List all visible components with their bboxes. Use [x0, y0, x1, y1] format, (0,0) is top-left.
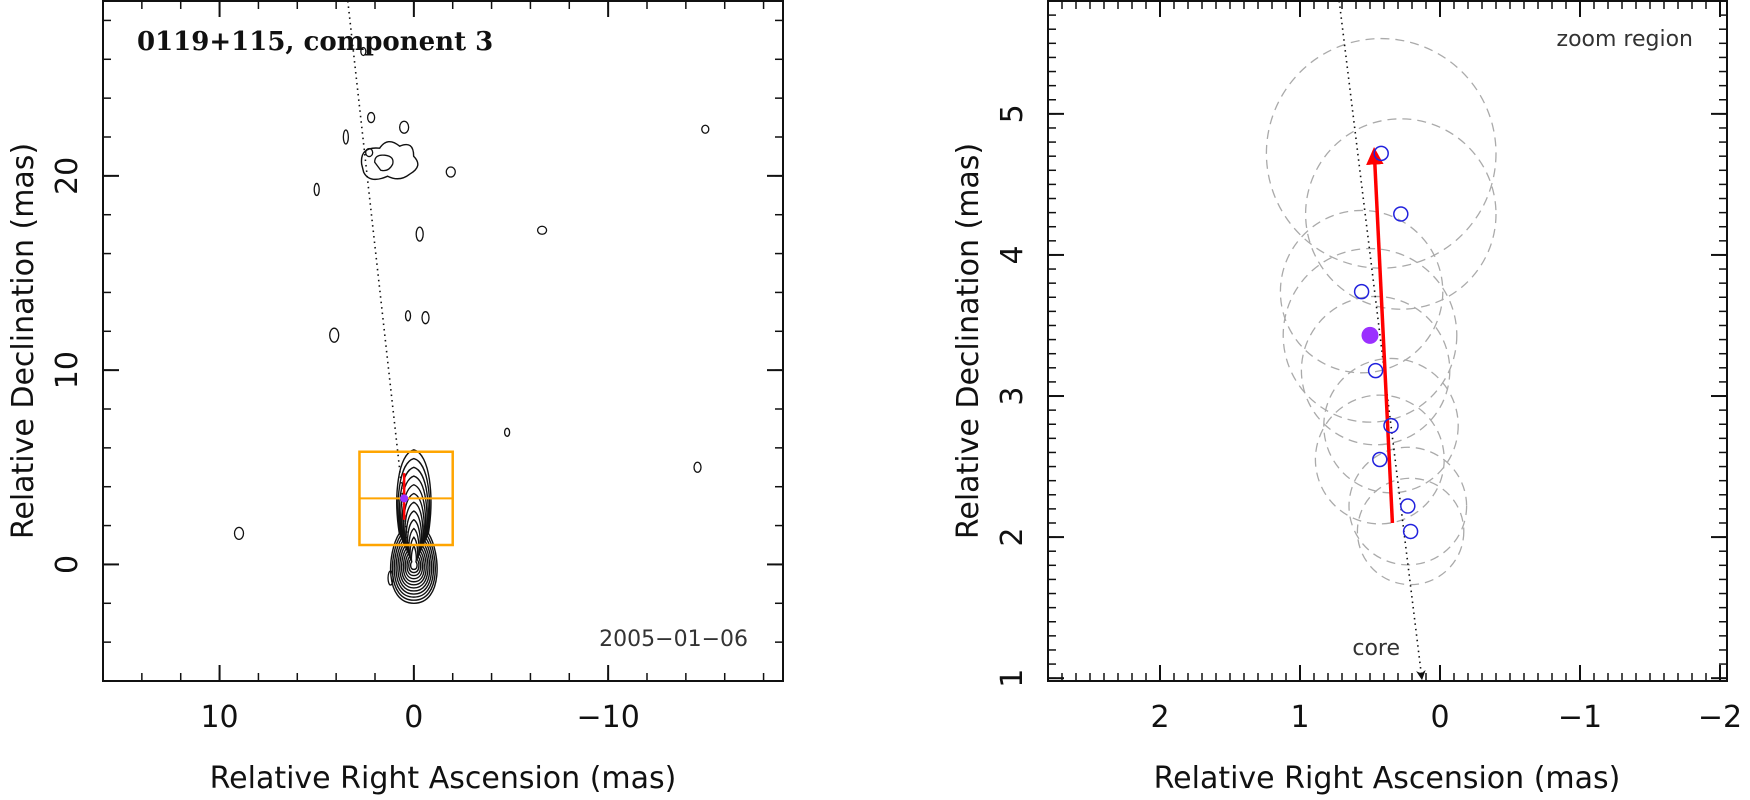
isolated-contour — [404, 310, 412, 322]
isolated-contour — [342, 129, 350, 145]
isolated-contour — [366, 111, 376, 124]
right-x-axis-title: Relative Right Ascension (mas) — [1154, 761, 1621, 796]
isolated-contour — [329, 327, 340, 343]
left-motion-arrow — [400, 473, 409, 520]
error-circle — [1356, 477, 1465, 586]
core-label: core — [1352, 636, 1400, 661]
left-y-tick-label: 10 — [50, 351, 85, 389]
left-x-axis-title: Relative Right Ascension (mas) — [210, 761, 677, 796]
isolated-contour — [536, 225, 548, 235]
right-jet-axis-line — [1338, 0, 1426, 681]
left-plot-frame — [102, 0, 784, 682]
data-point — [1402, 523, 1419, 540]
core-contour — [393, 466, 435, 598]
isolated-contour — [415, 226, 424, 242]
isolated-contour — [445, 166, 456, 178]
core-contour — [395, 475, 433, 595]
right-x-tick-label: −2 — [1698, 700, 1742, 735]
isolated-contour — [693, 461, 702, 473]
error-circle — [1304, 118, 1497, 310]
right-points — [1353, 145, 1419, 540]
core-contour — [409, 544, 418, 571]
right-x-tick-label: 2 — [1150, 700, 1169, 735]
right-plot-frame — [1047, 0, 1728, 682]
isolated-contour — [360, 46, 367, 57]
data-point — [1353, 283, 1370, 300]
data-point-filled — [1361, 326, 1379, 344]
isolated-contour — [233, 526, 245, 540]
isolated-contour — [421, 311, 430, 325]
isolated-contour — [313, 182, 320, 197]
right-jet-axis — [1338, 0, 1426, 681]
right-y-tick-label: 1 — [995, 669, 1030, 688]
error-circle — [1279, 209, 1444, 374]
right-ticks: 2 1 0 −1 −2 1 2 3 4 5 — [995, 0, 1742, 735]
right-y-tick-label: 4 — [995, 245, 1030, 264]
core-contour — [391, 457, 436, 601]
left-x-tick-label: −10 — [576, 700, 639, 735]
core-contour — [404, 518, 424, 580]
right-panel: 2 1 0 −1 −2 1 2 3 4 5 zoom region core Relative R… — [951, 0, 1742, 796]
extended-contour — [360, 141, 419, 181]
core-contour — [397, 484, 431, 592]
left-jet-axis-line — [347, 0, 409, 546]
data-point — [1373, 145, 1389, 162]
left-component-marker — [400, 494, 409, 503]
core-contour — [402, 510, 425, 583]
left-jet-axis — [347, 0, 409, 546]
data-point — [1400, 498, 1416, 514]
left-y-tick-label: 20 — [50, 157, 85, 195]
isolated-contour — [701, 124, 710, 134]
right-x-tick-label: 1 — [1290, 700, 1309, 735]
left-contours — [233, 46, 710, 604]
left-ticks: 10 0 −10 0 10 20 — [50, 1, 783, 735]
isolated-contour — [398, 120, 410, 134]
error-circle — [1265, 37, 1497, 269]
right-y-axis-title: Relative Declination (mas) — [951, 143, 986, 539]
right-plot-title: zoom region — [1557, 27, 1693, 52]
right-error-circles — [1265, 37, 1497, 586]
right-motion-arrow — [1366, 147, 1395, 524]
right-x-tick-label: −1 — [1558, 700, 1602, 735]
isolated-contour — [503, 427, 511, 437]
core-contour — [408, 536, 420, 574]
left-x-tick-label: 0 — [404, 700, 423, 735]
core-contour — [406, 527, 422, 577]
left-panel: 10 0 −10 0 10 20 0119+115, component 3 2005−0… — [6, 0, 784, 796]
core-contour — [400, 501, 427, 586]
data-point — [1367, 362, 1384, 379]
core-contour — [399, 492, 429, 589]
data-point — [1383, 417, 1399, 434]
error-circle — [1282, 247, 1458, 423]
data-point — [1393, 206, 1409, 222]
data-point — [1372, 451, 1388, 468]
error-circle — [1348, 446, 1468, 566]
right-x-tick-label: 0 — [1430, 700, 1449, 735]
extended-contour-inner — [374, 154, 394, 172]
left-y-tick-label: 0 — [50, 555, 85, 574]
right-y-tick-label: 3 — [995, 386, 1030, 405]
isolated-contour — [387, 570, 394, 586]
core-contour — [389, 449, 438, 604]
left-x-tick-label: 10 — [200, 700, 238, 735]
left-y-axis-title: Relative Declination (mas) — [6, 143, 41, 539]
right-arrow-line — [1366, 147, 1395, 524]
left-date-label: 2005−01−06 — [599, 627, 748, 652]
left-plot-title: 0119+115, component 3 — [137, 27, 493, 57]
right-y-tick-label: 5 — [995, 104, 1030, 123]
right-y-tick-label: 2 — [995, 528, 1030, 547]
